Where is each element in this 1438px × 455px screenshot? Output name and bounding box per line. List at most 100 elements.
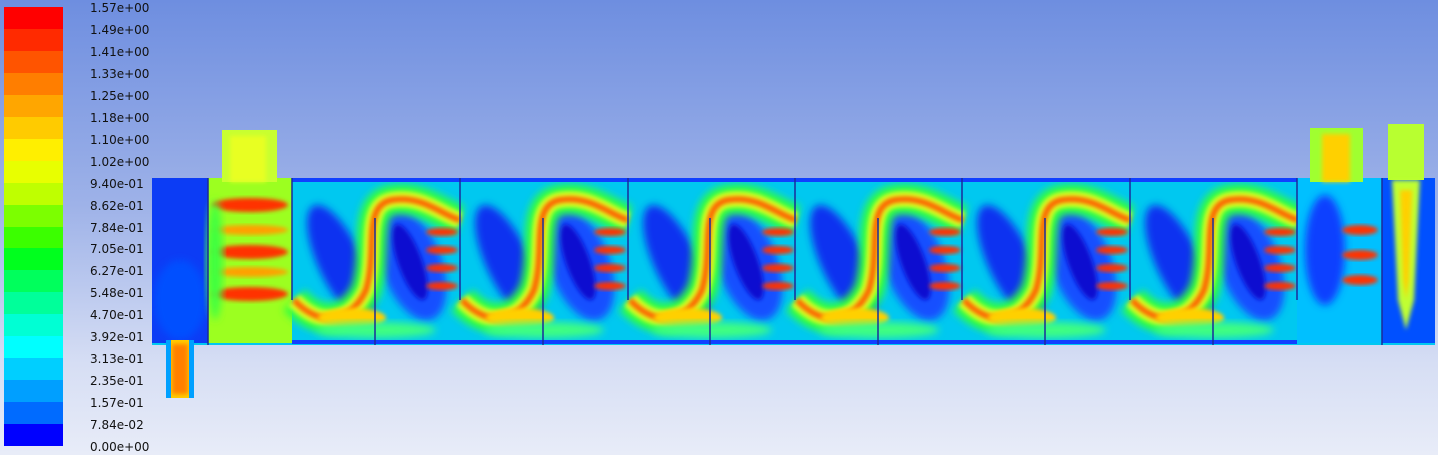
hot-band — [594, 228, 626, 236]
baffle-compartment — [953, 184, 1135, 338]
hot-band — [594, 282, 626, 290]
legend-tick-label: 6.27e-01 — [90, 264, 144, 279]
top-outlet-core — [1322, 134, 1350, 182]
baffle-compartment — [619, 184, 801, 338]
legend-tick-label: 7.84e-02 — [90, 418, 144, 433]
low-velocity-center — [728, 224, 764, 300]
hot-band — [1264, 246, 1296, 254]
legend-tick-label: 1.33e+00 — [90, 66, 150, 81]
hot-band — [426, 228, 458, 236]
legend-swatch — [4, 292, 63, 315]
hot-band — [929, 228, 961, 236]
return-sweep-outer — [316, 322, 436, 338]
hot-band — [212, 267, 288, 277]
hot-band — [426, 246, 458, 254]
legend-swatch — [4, 28, 63, 52]
hot-band — [1264, 228, 1296, 236]
legend-swatch — [4, 314, 63, 337]
legend-tick-label: 0.00e+00 — [90, 440, 150, 454]
legend-swatch — [4, 402, 63, 425]
hot-band — [762, 246, 794, 254]
baffle-walls — [207, 178, 1383, 345]
color-legend: 1.57e+00 1.49e+00 1.41e+00 1.33e+00 1.25e+00… — [0, 0, 180, 455]
hot-band — [762, 282, 794, 290]
return-sweep-outer — [1154, 322, 1274, 338]
legend-swatch — [4, 380, 63, 403]
inlet-edge-band — [207, 200, 223, 320]
low-velocity-center — [895, 224, 931, 300]
hot-band — [1342, 275, 1378, 285]
legend-tick-label: 9.40e-01 — [90, 176, 144, 191]
baffle-compartment — [451, 184, 633, 338]
hot-band — [1342, 225, 1378, 235]
baffle-compartment — [1121, 184, 1303, 338]
hot-band — [212, 245, 288, 259]
legend-swatch — [4, 160, 63, 184]
hot-band — [762, 228, 794, 236]
legend-tick-label: 1.18e+00 — [90, 110, 150, 125]
wall-boundary-layer — [292, 340, 1297, 344]
legend-tick-label: 7.84e-01 — [90, 220, 144, 235]
legend-tick-label: 2.35e-01 — [90, 374, 144, 389]
hot-band — [426, 264, 458, 272]
lower-nozzle-edge — [166, 340, 171, 398]
hot-band — [929, 282, 961, 290]
hot-band — [762, 264, 794, 272]
velocity-field — [152, 124, 1435, 398]
legend-tick-label: 1.41e+00 — [90, 44, 150, 59]
side-outlet-jet-core — [1400, 190, 1412, 300]
baffle-compartment — [283, 184, 465, 338]
hot-band — [929, 264, 961, 272]
low-velocity-center — [560, 224, 596, 300]
legend-swatch — [4, 50, 63, 74]
legend-swatch — [4, 204, 63, 227]
baffle-compartment — [786, 184, 968, 338]
hot-band — [1342, 250, 1378, 260]
hot-band — [1264, 282, 1296, 290]
hot-band — [594, 264, 626, 272]
hot-band — [929, 246, 961, 254]
low-velocity-center — [392, 224, 428, 300]
hot-band — [1096, 264, 1128, 272]
legend-swatch — [4, 270, 63, 293]
legend-swatch — [4, 72, 63, 96]
legend-tick-label: 1.57e-01 — [90, 396, 144, 411]
legend-tick-label: 1.25e+00 — [90, 88, 150, 103]
hot-band — [1096, 246, 1128, 254]
outlet-core — [1305, 195, 1345, 305]
return-sweep-outer — [819, 322, 939, 338]
legend-tick-label: 1.49e+00 — [90, 22, 150, 37]
legend-tick-label: 5.48e-01 — [90, 286, 144, 301]
low-velocity-center — [1230, 224, 1266, 300]
hot-band — [426, 282, 458, 290]
legend-tick-label: 1.57e+00 — [90, 1, 150, 15]
low-velocity-center — [1062, 224, 1098, 300]
top-inlet-core — [230, 136, 266, 182]
hot-band — [212, 225, 288, 235]
legend-tick-label: 8.62e-01 — [90, 198, 144, 213]
hot-band — [1096, 282, 1128, 290]
hot-band — [212, 287, 288, 301]
inlet-plenum-core — [154, 260, 206, 340]
legend-swatch — [4, 138, 63, 162]
legend-tick-label: 4.70e-01 — [90, 308, 144, 323]
return-sweep-outer — [652, 322, 772, 338]
side-outlet-nozzle — [1388, 124, 1424, 180]
legend-swatch — [4, 182, 63, 206]
legend-tick-label: 1.02e+00 — [90, 154, 150, 169]
legend-swatch — [4, 226, 63, 249]
return-sweep-outer — [484, 322, 604, 338]
legend-swatch — [4, 248, 63, 271]
legend-swatch — [4, 358, 63, 381]
lower-nozzle-edge — [189, 340, 194, 398]
legend-tick-label: 3.13e-01 — [90, 352, 144, 367]
legend-swatch — [4, 94, 63, 118]
legend-tick-label: 3.92e-01 — [90, 330, 144, 345]
legend-swatch — [4, 7, 63, 30]
hot-band — [212, 198, 288, 212]
legend-swatch — [4, 116, 63, 140]
hot-band — [1096, 228, 1128, 236]
legend-swatch — [4, 424, 63, 446]
hot-band — [594, 246, 626, 254]
